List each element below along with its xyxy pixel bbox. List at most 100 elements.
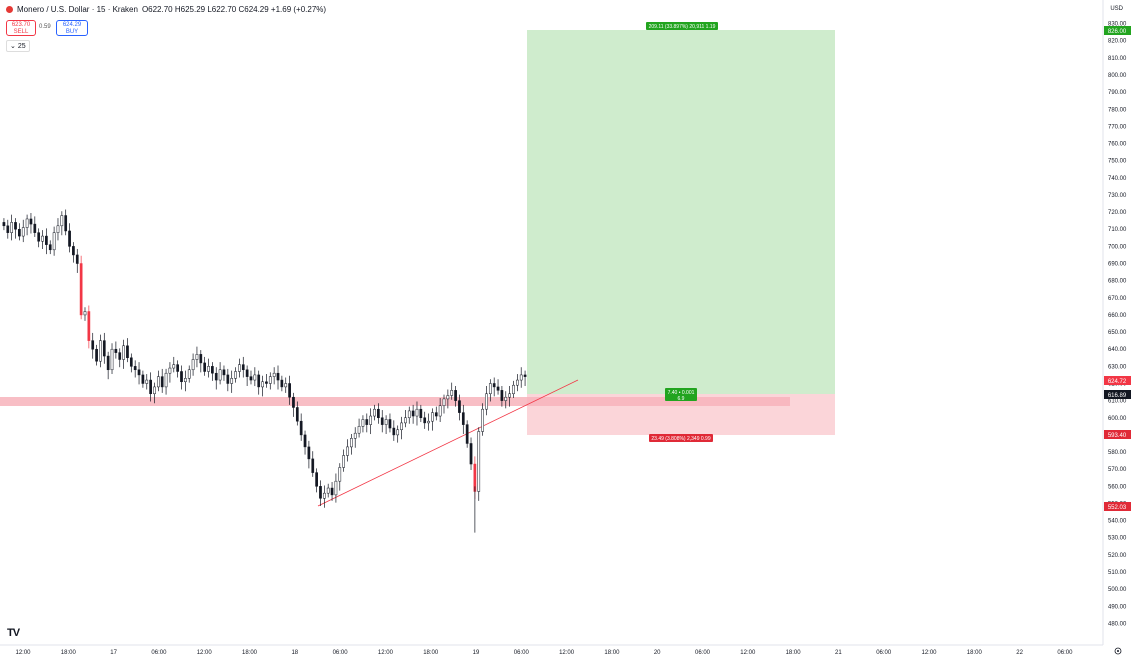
currency-selector[interactable]: USD (1110, 6, 1123, 12)
price-tick-label: 700.00 (1108, 244, 1127, 250)
time-tick-label: 06:00 (1057, 650, 1073, 656)
price-tag-entry: 616.89 (1104, 390, 1131, 399)
price-tick-label: 650.00 (1108, 330, 1127, 336)
candle-body (48, 244, 52, 251)
candle-body (500, 390, 504, 401)
price-tick-label: 480.00 (1108, 621, 1127, 627)
candle-body (384, 419, 388, 425)
candle-body (234, 371, 237, 379)
time-tick-label: 18:00 (242, 650, 258, 656)
candle-body (458, 400, 461, 413)
candle-body (284, 383, 288, 388)
candle-body (184, 378, 187, 383)
price-tick-label: 810.00 (1108, 56, 1127, 62)
candle-body (280, 379, 284, 388)
candle-body (450, 390, 454, 396)
price-tick-label: 770.00 (1108, 124, 1127, 130)
candle-body (392, 427, 396, 436)
candle-body (419, 408, 423, 419)
price-tick-label: 570.00 (1108, 467, 1127, 473)
candle-body (99, 340, 102, 362)
candle-body (469, 443, 473, 465)
candle-body (126, 345, 129, 359)
candle-body (68, 230, 71, 247)
candle-body (488, 383, 492, 395)
candle-body (257, 374, 261, 388)
candle-body (508, 393, 511, 398)
candle-body (322, 492, 326, 499)
price-tick-label: 530.00 (1108, 536, 1127, 542)
sell-price: 623.70 (11, 22, 31, 28)
time-tick-label: 19 (473, 650, 480, 656)
candle-body (496, 386, 500, 391)
price-tag-entry-text: 616.89 (1108, 393, 1127, 399)
time-tick-label: 18:00 (61, 650, 77, 656)
candle-body (29, 218, 33, 225)
candle-body (519, 374, 523, 381)
candle-body (388, 419, 392, 429)
price-tick-label: 830.00 (1108, 22, 1127, 28)
candle-body (195, 354, 199, 360)
price-tag-current: 624.72 (1104, 376, 1131, 385)
candle-body (241, 364, 245, 371)
candle-body (427, 420, 430, 424)
settings-icon[interactable] (1114, 647, 1122, 655)
time-tick-label: 12:00 (740, 650, 756, 656)
candle-body (295, 407, 299, 422)
sell-button[interactable]: 623.70 SELL (6, 20, 36, 36)
symbol-title[interactable]: Monero / U.S. Dollar · 15 · Kraken (17, 5, 138, 14)
time-tick-label: 22 (1016, 650, 1023, 656)
candle-body (404, 417, 407, 424)
target-label: 209.11 (33.897%) 20,911 1.19 (646, 22, 718, 30)
buy-button[interactable]: 624.29 BUY (56, 20, 88, 36)
trendline[interactable] (317, 379, 579, 507)
price-tick-label: 610.00 (1108, 399, 1127, 405)
price-tick-label: 780.00 (1108, 107, 1127, 113)
target-label-text: 209.11 (33.897%) 20,911 1.19 (649, 24, 716, 30)
support-zone[interactable] (0, 397, 790, 406)
candle-body (168, 367, 172, 374)
candle-body (477, 431, 481, 492)
candle-body (56, 225, 60, 233)
price-tick-label: 520.00 (1108, 553, 1127, 559)
indicator-toggle[interactable]: ⌄ 25 (6, 40, 30, 52)
price-tick-label: 710.00 (1108, 227, 1127, 233)
candle-body (400, 422, 403, 431)
candle-body (95, 348, 98, 362)
candle-body (334, 480, 338, 496)
candle-body (276, 372, 280, 381)
candle-body (485, 393, 488, 410)
candle-body (203, 362, 207, 372)
candle-body (504, 396, 508, 401)
candle-body (415, 408, 419, 417)
candle-body (102, 340, 106, 357)
candle-body (14, 222, 17, 230)
candle-body (214, 372, 218, 381)
candle-body (319, 486, 322, 499)
candle-body (75, 254, 79, 264)
candle-body (446, 395, 450, 400)
candle-body (164, 372, 168, 388)
candle-body (268, 376, 272, 384)
tradingview-logo-icon[interactable]: TV (7, 627, 20, 639)
candle-body (64, 215, 68, 232)
candle-body (176, 364, 179, 372)
candle-body (122, 345, 125, 360)
time-tick-label: 12:00 (378, 650, 394, 656)
candle-body (45, 235, 48, 245)
time-axis-ticks: 12:00 18:00 17 06:00 12:00 18:00 18 06:00 12:00 1… (15, 650, 1073, 656)
stop-label: 23.49 (3.808%) 2,349 0.99 (649, 434, 713, 442)
price-tag-low-text: 552.03 (1108, 505, 1127, 511)
price-tick-label: 500.00 (1108, 587, 1127, 593)
time-tick-label: 06:00 (514, 650, 530, 656)
candle-body (311, 458, 315, 473)
time-tick-label: 17 (110, 650, 117, 656)
profit-zone[interactable] (527, 30, 835, 394)
price-tick-label: 820.00 (1108, 39, 1127, 45)
price-tag-stop: 593.40 (1104, 430, 1131, 439)
candle-body (141, 374, 145, 384)
price-tick-label: 640.00 (1108, 347, 1127, 353)
candle-body (60, 215, 64, 227)
